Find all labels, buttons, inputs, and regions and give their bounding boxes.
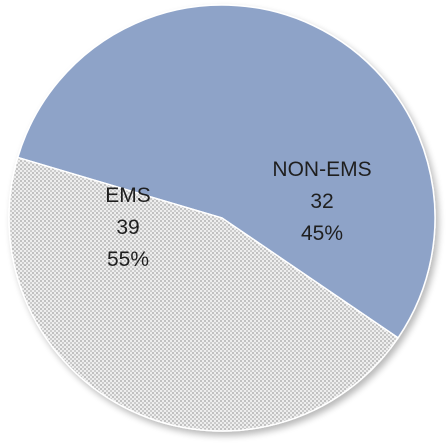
slice-non-ems-count-label: 32: [310, 190, 333, 213]
slice-ems-name-label: EMS: [105, 184, 151, 207]
slice-ems-count-label: 39: [116, 216, 139, 239]
pie-labels-group: EMS 39 55% NON-EMS 32 45%: [105, 158, 371, 271]
pie-slice-non-ems: [8, 156, 400, 432]
pie-slice-ems: [16, 4, 436, 339]
slice-non-ems-percent-label: 45%: [301, 222, 343, 245]
slice-ems-percent-label: 55%: [107, 248, 149, 271]
pie-slices-group: [8, 4, 436, 432]
slice-non-ems-name-label: NON-EMS: [272, 158, 371, 181]
